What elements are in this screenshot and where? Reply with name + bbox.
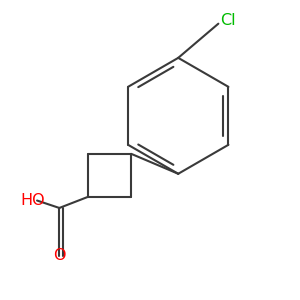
Text: Cl: Cl: [220, 13, 236, 28]
Text: HO: HO: [21, 193, 45, 208]
Text: O: O: [53, 248, 66, 263]
